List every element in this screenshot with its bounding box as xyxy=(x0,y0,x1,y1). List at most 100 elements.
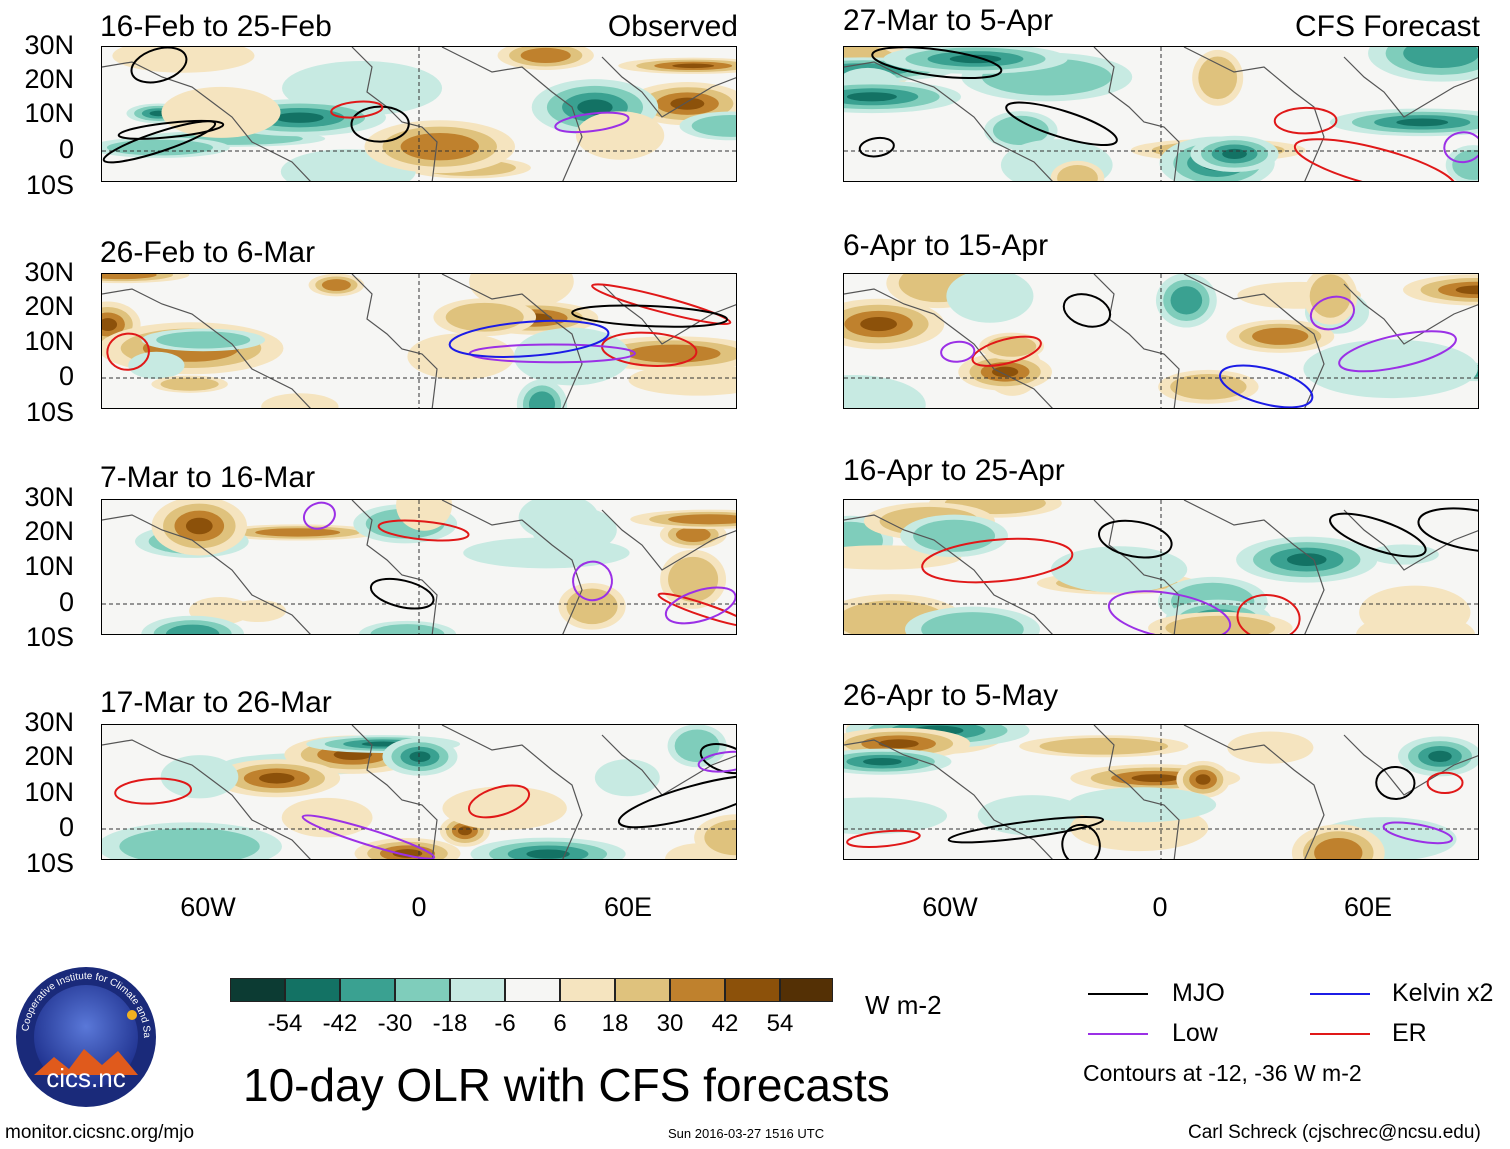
x-tick-label: 60W xyxy=(180,892,236,922)
x-tick-label: 0 xyxy=(411,892,427,922)
olr-anomaly-blob xyxy=(668,514,736,525)
olr-anomaly-blob xyxy=(1131,774,1180,783)
colorbar-box xyxy=(780,978,833,1002)
olr-anomaly-blob xyxy=(1309,274,1351,318)
olr-anomaly-blob xyxy=(921,612,1024,634)
wave-contour xyxy=(1309,295,1356,331)
olr-anomaly-blob xyxy=(259,772,295,784)
olr-anomaly-blob xyxy=(321,279,351,291)
wave-contour xyxy=(1338,330,1457,373)
olr-anomaly-blob xyxy=(1452,149,1478,180)
footer-author: Carl Schreck (cjschrec@ncsu.edu) xyxy=(1188,1122,1481,1143)
wave-contour xyxy=(846,829,921,848)
coastline xyxy=(844,61,1053,181)
wave-contour xyxy=(468,784,531,819)
colorbar-label: 6 xyxy=(553,1010,567,1037)
coastline xyxy=(102,288,311,408)
colorbar-label: -6 xyxy=(494,1010,516,1037)
coastline xyxy=(351,274,438,408)
y-tick-label: 10S xyxy=(25,848,74,878)
colorbar-label: 54 xyxy=(766,1010,794,1037)
olr-anomaly-blob xyxy=(156,331,251,349)
footer-url[interactable]: monitor.cicsnc.org/mjo xyxy=(5,1122,195,1143)
map-canvas xyxy=(102,47,736,181)
colorbar-label: 42 xyxy=(711,1010,739,1037)
olr-anomaly-blob xyxy=(1455,285,1478,295)
olr-anomaly-blob xyxy=(992,115,1049,146)
colorbar-label: 30 xyxy=(656,1010,684,1037)
y-tick-label: 20N xyxy=(24,516,74,546)
wave-contour xyxy=(554,111,630,134)
panel-title-fcst-4: 26-Apr to 5-May xyxy=(843,679,1059,712)
coastline xyxy=(1093,274,1180,408)
map-panel-fcst-4 xyxy=(843,724,1479,860)
map-canvas xyxy=(102,500,736,634)
colorbar-label: -42 xyxy=(322,1010,358,1037)
colorbar-label: -54 xyxy=(267,1010,303,1037)
coastline xyxy=(1183,725,1325,859)
colorbar-box xyxy=(340,978,395,1002)
olr-anomaly-blob xyxy=(986,335,1037,357)
wave-contour xyxy=(102,120,217,164)
y-tick-label: 10S xyxy=(25,170,74,200)
coastline xyxy=(102,739,311,859)
y-tick-label: 10S xyxy=(25,397,74,427)
wave-contour xyxy=(1426,771,1464,795)
olr-anomaly-blob xyxy=(528,391,556,408)
colorbar-label: -18 xyxy=(432,1010,468,1037)
wave-contour xyxy=(369,577,435,610)
legend-line-er xyxy=(1310,1033,1370,1035)
olr-anomaly-blob xyxy=(844,374,926,408)
olr-anomaly-blob xyxy=(409,751,431,762)
wave-contour xyxy=(697,750,736,773)
wave-contour xyxy=(448,319,610,358)
map-panel-obs-1 xyxy=(101,46,737,182)
olr-anomaly-blob xyxy=(668,556,719,602)
x-tick-label: 0 xyxy=(1152,892,1168,922)
wave-contour xyxy=(106,332,150,371)
olr-anomaly-blob xyxy=(102,318,118,331)
olr-anomaly-blob xyxy=(577,99,613,116)
wave-contour xyxy=(1417,507,1478,553)
olr-anomaly-blob xyxy=(626,344,721,363)
coastline xyxy=(1343,509,1478,571)
olr-anomaly-blob xyxy=(513,327,631,386)
colorbar-box xyxy=(230,978,285,1002)
colorbar-label: 18 xyxy=(601,1010,629,1037)
olr-anomaly-blob xyxy=(1170,286,1203,315)
olr-anomaly-blob xyxy=(160,755,239,799)
colorbar-box xyxy=(615,978,670,1002)
legend-line-mjo xyxy=(1088,993,1148,995)
map-canvas xyxy=(102,274,736,408)
map-panel-obs-3 xyxy=(101,499,737,635)
olr-anomaly-blob xyxy=(102,274,157,280)
y-tick-label: 10N xyxy=(24,98,74,128)
coastline xyxy=(1093,725,1180,859)
wave-contour xyxy=(1107,590,1232,634)
map-panel-fcst-1 xyxy=(843,46,1479,182)
olr-anomaly-blob xyxy=(229,599,287,623)
olr-anomaly-blob xyxy=(1356,613,1476,634)
olr-anomaly-blob xyxy=(946,274,1034,323)
olr-anomaly-blob xyxy=(463,537,630,569)
map-canvas xyxy=(102,725,736,859)
coastline xyxy=(351,47,438,181)
coastline xyxy=(102,61,311,181)
coastline xyxy=(441,500,583,634)
olr-anomaly-blob xyxy=(119,828,260,859)
colorbar-box xyxy=(285,978,340,1002)
olr-anomaly-blob xyxy=(275,112,324,123)
olr-anomaly-blob xyxy=(672,63,715,69)
y-tick-label: 30N xyxy=(24,30,74,60)
colorbar-box xyxy=(725,978,780,1002)
wave-contour xyxy=(1273,106,1338,135)
map-canvas xyxy=(844,500,1478,634)
olr-anomaly-blob xyxy=(1403,47,1478,69)
y-tick-label: 10N xyxy=(24,777,74,807)
panel-title-fcst-1: 27-Mar to 5-Apr xyxy=(843,4,1054,37)
wave-contour xyxy=(130,47,188,84)
wave-contour xyxy=(591,283,732,325)
wave-contour xyxy=(1005,101,1118,146)
y-tick-label: 10N xyxy=(24,326,74,356)
footer-timestamp: Sun 2016-03-27 1516 UTC xyxy=(668,1126,825,1141)
